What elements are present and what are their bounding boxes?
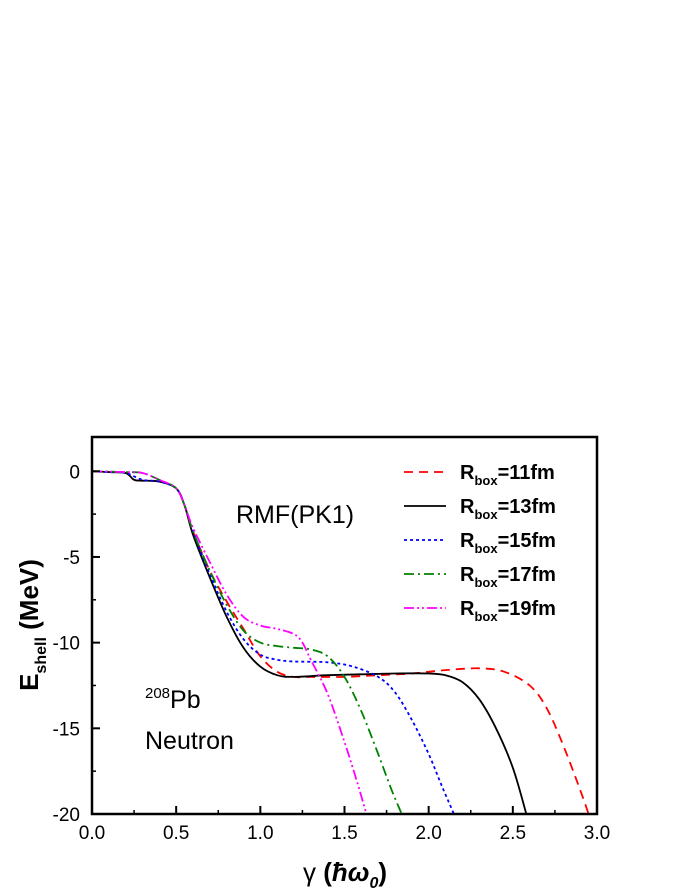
series-line-1	[92, 470, 590, 814]
plot-frame	[90, 435, 599, 816]
legend-label-main: R	[460, 564, 475, 586]
y-tick-label: 0	[69, 462, 80, 483]
legend-label-tail: =15fm	[498, 530, 556, 552]
legend-label-sub: box	[474, 473, 498, 488]
tick-labels: 0.0 0.5 1.0 1.5 2.0 2.5 3.0 0 -5 -10 -15 -20	[53, 462, 611, 844]
annotation-particle: Neutron	[145, 727, 234, 755]
x-tick-label: 0.0	[79, 823, 105, 844]
legend-label-5: Rbox=19fm	[460, 598, 556, 624]
legend-label-main: R	[460, 496, 475, 518]
legend-label-sub: box	[474, 609, 498, 624]
legend: Rbox=11fmRbox=13fmRbox=15fmRbox=17fmRbox…	[404, 462, 556, 624]
legend-label-main: R	[460, 598, 475, 620]
y-tick-label: -5	[63, 548, 80, 569]
x-axis-title-unit: ħω	[332, 857, 370, 887]
y-tick-label: -15	[53, 719, 80, 740]
x-tick-label: 1.5	[331, 823, 357, 844]
legend-label-tail: =19fm	[498, 598, 556, 620]
x-axis-title: γ (ħω0)	[303, 857, 387, 892]
legend-label-tail: =17fm	[498, 564, 556, 586]
y-axis-title-sub: shell	[33, 637, 50, 673]
x-tick-label: 2.5	[500, 823, 526, 844]
legend-label-2: Rbox=13fm	[460, 496, 556, 522]
legend-label-tail: =11fm	[498, 462, 555, 484]
y-axis-title-main: E	[14, 674, 44, 691]
legend-label-4: Rbox=17fm	[460, 564, 556, 590]
annotation-nucleus-mass: 208	[145, 685, 170, 702]
svg-text:Eshell (MeV): Eshell (MeV)	[14, 559, 50, 691]
plot-series-layer	[92, 470, 590, 814]
legend-label-main: R	[460, 530, 475, 552]
x-axis-title-close: )	[378, 857, 387, 887]
annotation-nucleus: 208Pb	[145, 685, 201, 714]
legend-label-main: R	[460, 462, 475, 484]
x-axis-title-unit-sub: 0	[369, 875, 378, 892]
annotation-nucleus-symbol: Pb	[170, 686, 201, 714]
x-axis-title-symbol: γ	[303, 857, 316, 887]
legend-label-sub: box	[474, 541, 498, 556]
annotation-model: RMF(PK1)	[236, 501, 354, 529]
x-tick-label: 1.0	[247, 823, 273, 844]
y-tick-label: -10	[53, 634, 80, 655]
x-tick-label: 2.0	[415, 823, 441, 844]
x-axis-title-open: (	[316, 857, 332, 887]
y-tick-label: -20	[53, 805, 80, 826]
x-tick-label: 3.0	[584, 823, 610, 844]
x-tick-label: 0.5	[163, 823, 189, 844]
y-axis-title: Eshell (MeV)	[14, 559, 50, 691]
legend-label-sub: box	[474, 575, 498, 590]
series-line-5	[92, 470, 368, 814]
legend-label-tail: =13fm	[498, 496, 556, 518]
series-line-2	[92, 470, 528, 814]
y-axis-title-unit: (MeV)	[14, 559, 44, 637]
series-line-3	[92, 470, 455, 814]
legend-label-sub: box	[474, 507, 498, 522]
legend-label-1: Rbox=11fm	[460, 462, 555, 488]
legend-label-3: Rbox=15fm	[460, 530, 556, 556]
